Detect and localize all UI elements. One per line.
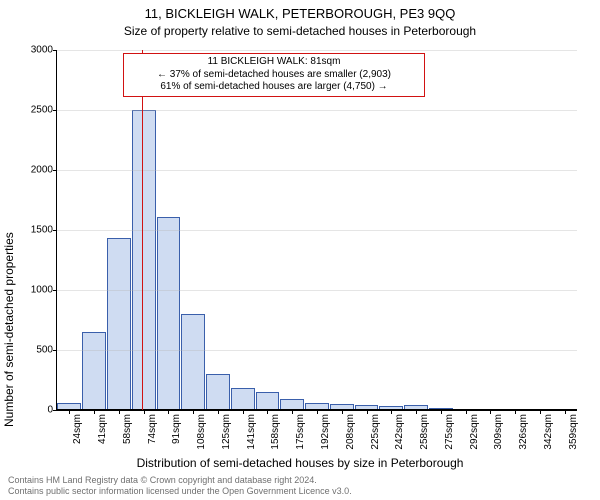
- gridline: [57, 50, 577, 51]
- x-tick-mark: [342, 410, 343, 414]
- x-tick-label: 258sqm: [419, 414, 430, 450]
- x-tick-label: 342sqm: [543, 414, 554, 450]
- x-tick-mark: [69, 410, 70, 414]
- gridline: [57, 230, 577, 231]
- x-tick-mark: [292, 410, 293, 414]
- x-tick-mark: [267, 410, 268, 414]
- x-tick-mark: [515, 410, 516, 414]
- x-tick-label: 326sqm: [518, 414, 529, 450]
- x-tick-mark: [168, 410, 169, 414]
- x-tick-label: 108sqm: [196, 414, 207, 450]
- y-tick-label: 1500: [31, 225, 57, 236]
- x-tick-mark: [367, 410, 368, 414]
- x-tick-label: 309sqm: [493, 414, 504, 450]
- x-tick-label: 125sqm: [221, 414, 232, 450]
- chart-title-line1: 11, BICKLEIGH WALK, PETERBOROUGH, PE3 9Q…: [0, 6, 600, 21]
- footer-line-1: Contains HM Land Registry data © Crown c…: [8, 475, 352, 485]
- x-tick-label: 158sqm: [270, 414, 281, 450]
- x-tick-mark: [565, 410, 566, 414]
- y-tick-label: 3000: [31, 45, 57, 56]
- y-tick-label: 2000: [31, 165, 57, 176]
- attribution-footer: Contains HM Land Registry data © Crown c…: [8, 475, 352, 496]
- x-tick-mark: [144, 410, 145, 414]
- property-marker-line: [142, 50, 143, 410]
- y-axis-label: Number of semi-detached properties: [2, 233, 16, 428]
- chart-title-line2: Size of property relative to semi-detach…: [0, 24, 600, 38]
- x-axis-label: Distribution of semi-detached houses by …: [0, 456, 600, 470]
- footer-line-2: Contains public sector information licen…: [8, 486, 352, 496]
- x-tick-label: 175sqm: [295, 414, 306, 450]
- annotation-line: 11 BICKLEIGH WALK: 81sqm: [130, 56, 418, 69]
- histogram-bar: [256, 392, 280, 410]
- x-tick-mark: [540, 410, 541, 414]
- histogram-bar: [206, 374, 230, 410]
- x-tick-mark: [466, 410, 467, 414]
- x-tick-label: 208sqm: [345, 414, 356, 450]
- x-tick-mark: [317, 410, 318, 414]
- y-tick-label: 0: [47, 405, 57, 416]
- x-tick-mark: [218, 410, 219, 414]
- x-tick-mark: [94, 410, 95, 414]
- gridline: [57, 110, 577, 111]
- annotation-line: ← 37% of semi-detached houses are smalle…: [130, 69, 418, 82]
- x-tick-label: 58sqm: [122, 414, 133, 444]
- gridline: [57, 170, 577, 171]
- y-tick-label: 500: [36, 345, 57, 356]
- x-tick-label: 275sqm: [444, 414, 455, 450]
- histogram-bar: [157, 217, 181, 410]
- x-tick-label: 141sqm: [246, 414, 257, 450]
- annotation-box: 11 BICKLEIGH WALK: 81sqm← 37% of semi-de…: [123, 53, 425, 97]
- x-tick-mark: [490, 410, 491, 414]
- x-tick-label: 91sqm: [171, 414, 182, 444]
- histogram-bar: [107, 238, 131, 410]
- x-tick-label: 41sqm: [97, 414, 108, 444]
- x-tick-label: 359sqm: [568, 414, 579, 450]
- x-tick-label: 74sqm: [147, 414, 158, 444]
- y-tick-label: 2500: [31, 105, 57, 116]
- gridline: [57, 350, 577, 351]
- x-tick-label: 292sqm: [469, 414, 480, 450]
- annotation-line: 61% of semi-detached houses are larger (…: [130, 81, 418, 94]
- x-tick-mark: [391, 410, 392, 414]
- plot-area: 24sqm41sqm58sqm74sqm91sqm108sqm125sqm141…: [56, 50, 577, 411]
- property-size-histogram: 11, BICKLEIGH WALK, PETERBOROUGH, PE3 9Q…: [0, 0, 600, 500]
- x-tick-mark: [441, 410, 442, 414]
- x-tick-mark: [119, 410, 120, 414]
- histogram-bar: [82, 332, 106, 410]
- x-tick-label: 192sqm: [320, 414, 331, 450]
- histogram-bar: [132, 110, 156, 410]
- histogram-bar: [231, 388, 255, 410]
- x-tick-label: 24sqm: [72, 414, 83, 444]
- gridline: [57, 290, 577, 291]
- y-tick-label: 1000: [31, 285, 57, 296]
- x-tick-mark: [243, 410, 244, 414]
- histogram-bar: [181, 314, 205, 410]
- x-tick-mark: [193, 410, 194, 414]
- x-tick-label: 225sqm: [370, 414, 381, 450]
- x-tick-label: 242sqm: [394, 414, 405, 450]
- x-tick-mark: [416, 410, 417, 414]
